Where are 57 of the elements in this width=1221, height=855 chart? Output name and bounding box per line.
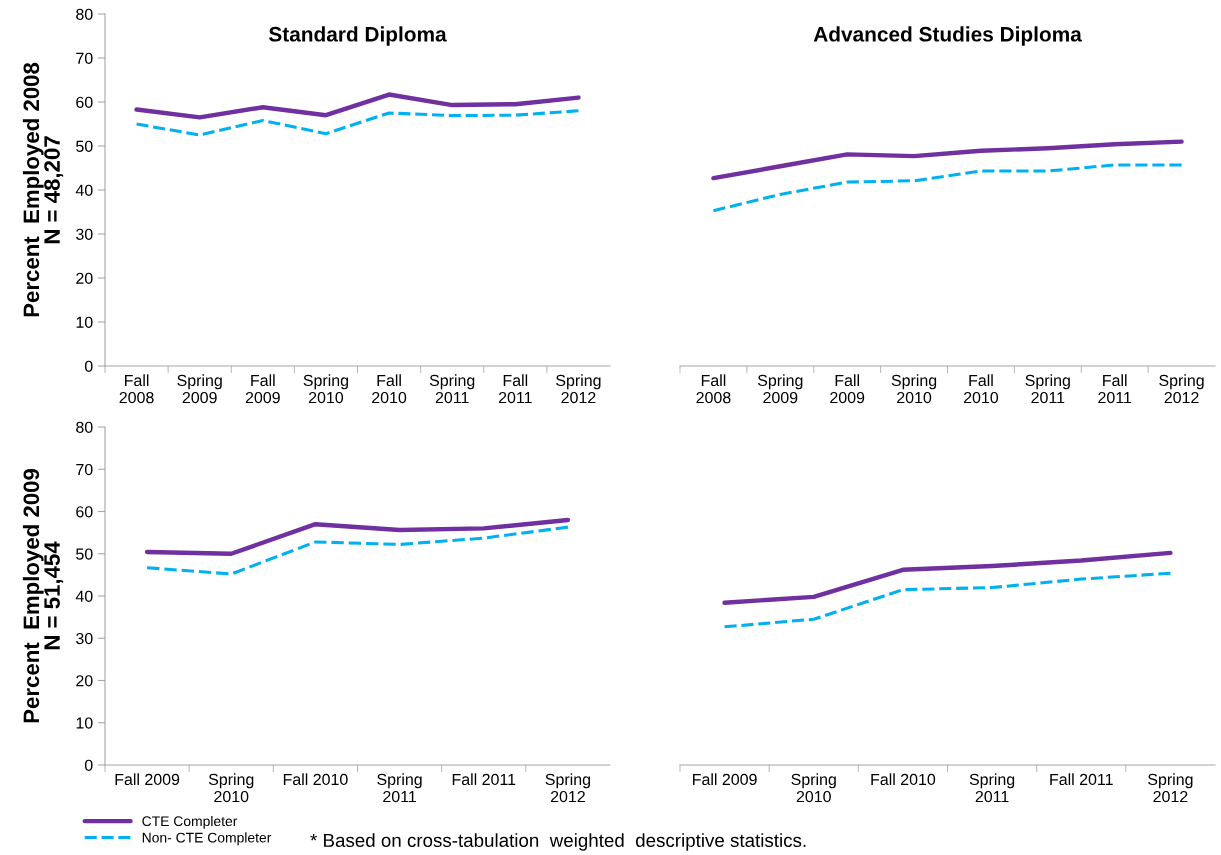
text: Standard Diploma [268, 26, 447, 46]
line-series [144, 517, 571, 556]
line-series [135, 109, 580, 137]
y-tick-label: 70 [76, 463, 93, 476]
x-tick-label: Spring 2010 [891, 374, 937, 404]
x-tick-label: Spring 2012 [545, 773, 590, 803]
x-tick-label: Fall 2010 [372, 374, 407, 404]
line-series [134, 92, 581, 120]
y-tick-label: 70 [76, 52, 93, 64]
y-axis-title: Percent Employed 2008 N = 48,207 [22, 62, 64, 317]
y-tick-label: 20 [76, 675, 93, 687]
x-tick-label: Fall 2009 [115, 773, 180, 786]
y-tick-label: 30 [76, 228, 93, 240]
x-tick-label: Fall 2009 [693, 773, 757, 786]
x-tick-label: Fall 2011 [1050, 773, 1113, 786]
x-tick-label: Spring 2011 [429, 374, 475, 404]
x-tick-label: Spring 2011 [969, 773, 1015, 803]
x-tick-label: Fall 2008 [696, 374, 731, 404]
text: * Based on cross-tabulation weighted descriptive statistics. [310, 833, 806, 851]
y-tick-label: 60 [76, 506, 93, 518]
x-tick-label: Fall 2009 [830, 374, 865, 404]
text: Advanced Studies Diploma [813, 26, 1082, 46]
line-series [145, 525, 570, 576]
x-tick-label: Fall 2010 [283, 773, 348, 786]
x-tick-label: Fall 2011 [452, 773, 516, 786]
y-tick-label: 50 [76, 548, 93, 560]
x-tick-label: Fall 2010 [871, 773, 936, 786]
x-tick-label: Fall 2009 [245, 374, 280, 404]
x-tick-label: Fall 2011 [1098, 374, 1132, 404]
y-tick-label: 0 [84, 759, 93, 771]
x-tick-label: Spring 2011 [1025, 374, 1070, 404]
y-tick-label: 40 [75, 590, 93, 602]
x-tick-label: Spring 2012 [1159, 374, 1204, 404]
y-tick-label: 80 [76, 421, 93, 433]
x-tick-label: Fall 2008 [119, 374, 154, 404]
x-tick-label: Fall 2011 [498, 374, 532, 404]
x-tick-label: Spring 2009 [757, 374, 803, 404]
y-tick-label: 40 [75, 184, 93, 196]
y-tick-label: 60 [76, 96, 93, 108]
x-tick-label: Spring 2012 [1148, 773, 1193, 803]
y-tick-label: 50 [76, 140, 93, 152]
y-tick-label: 0 [84, 360, 93, 372]
y-tick-label: 10 [76, 717, 93, 729]
legend-label: CTE Completer [142, 815, 238, 829]
y-tick-label: 80 [76, 8, 93, 20]
x-tick-label: Spring 2011 [377, 773, 422, 803]
x-tick-label: Spring 2010 [791, 773, 836, 803]
y-tick-label: 30 [76, 632, 93, 645]
y-tick-label: 20 [76, 272, 93, 284]
x-tick-label: Spring 2010 [303, 374, 348, 404]
x-tick-label: Spring 2012 [556, 374, 601, 404]
y-tick-label: 10 [76, 316, 93, 328]
y-axis-title: Percent Employed 2009 N = 51,454 [22, 468, 64, 723]
x-tick-label: Spring 2010 [208, 773, 254, 803]
x-tick-label: Spring 2009 [177, 374, 222, 404]
x-tick-label: Fall 2010 [963, 374, 999, 404]
legend-label: Non- CTE Completer [142, 832, 272, 846]
